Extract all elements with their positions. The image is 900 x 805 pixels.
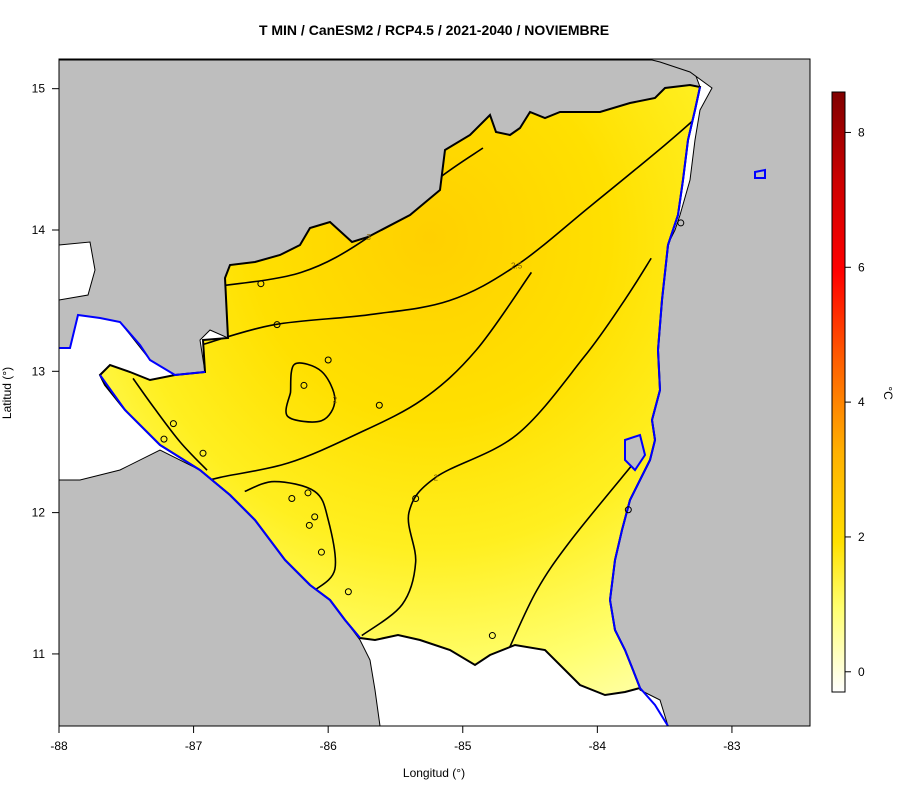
y-tick-label: 14 (32, 223, 46, 237)
station-marker (169, 420, 177, 428)
colorbar-tick-label: 0 (858, 665, 865, 679)
station-marker (304, 489, 312, 497)
plot-frame (58, 58, 811, 727)
y-tick-label: 15 (32, 82, 46, 96)
station-marker (488, 632, 496, 640)
weather-stations (160, 219, 685, 640)
caribbean-coast (608, 86, 701, 726)
station-marker (311, 513, 319, 521)
contour-line-2 (361, 257, 652, 637)
station-marker (199, 449, 207, 457)
contour-lines (132, 109, 700, 648)
x-axis-label: Longitud (°) (403, 766, 465, 780)
station-marker (412, 494, 420, 502)
colorbar-tick-label: 6 (858, 260, 865, 274)
colorbar-ticks: 0 2 4 6 8 (845, 125, 865, 679)
colorbar-label: °C (881, 386, 895, 400)
x-tick-label: -83 (723, 739, 741, 753)
contour-label: 3 (366, 233, 371, 242)
colorbar (831, 91, 846, 693)
y-tick-label: 11 (33, 647, 46, 661)
station-marker (288, 494, 296, 502)
station-marker (677, 219, 685, 227)
y-axis: 11 12 13 14 15 (32, 82, 59, 661)
station-marker (344, 588, 352, 596)
colorbar-tick-label: 2 (858, 530, 865, 544)
contour-line-2 (132, 377, 208, 471)
contour-label: 2 (434, 473, 439, 482)
station-marker (300, 381, 308, 389)
station-marker (273, 321, 281, 329)
contour-label: 2.5 (511, 261, 523, 270)
y-tick-label: 13 (32, 364, 46, 378)
x-tick-label: -88 (50, 739, 68, 753)
station-marker (324, 356, 332, 364)
contour-label: 2 (333, 396, 338, 405)
corn-island (754, 168, 766, 179)
station-marker (375, 401, 383, 409)
pearl-lagoon (624, 433, 647, 472)
x-tick-label: -87 (185, 739, 203, 753)
contour-line-2 (285, 362, 336, 423)
contour-line-1-5 (509, 462, 635, 648)
station-marker (160, 435, 168, 443)
station-marker (257, 280, 265, 288)
pacific-coast (99, 374, 361, 639)
station-marker (305, 521, 313, 529)
contour-labels: 3 2.5 2 2 (333, 233, 523, 482)
colorbar-tick-label: 4 (858, 395, 865, 409)
station-marker (317, 548, 325, 556)
y-axis-label: Latitud (°) (0, 367, 14, 419)
y-tick-label: 12 (32, 506, 46, 520)
chart-title: T MIN / CanESM2 / RCP4.5 / 2021-2040 / N… (259, 22, 609, 38)
contour-line-2 (244, 480, 337, 591)
x-axis: -88 -87 -86 -85 -84 -83 (50, 726, 741, 753)
x-tick-label: -84 (589, 739, 607, 753)
station-marker (624, 506, 632, 514)
contour-line-2-5 (202, 109, 700, 346)
x-tick-label: -85 (454, 739, 472, 753)
contour-line-2 (193, 271, 533, 486)
colorbar-tick-label: 8 (858, 125, 865, 139)
contour-line-3 (216, 147, 484, 288)
gulf-of-fonseca-coast (59, 313, 206, 377)
x-tick-label: -86 (320, 739, 338, 753)
